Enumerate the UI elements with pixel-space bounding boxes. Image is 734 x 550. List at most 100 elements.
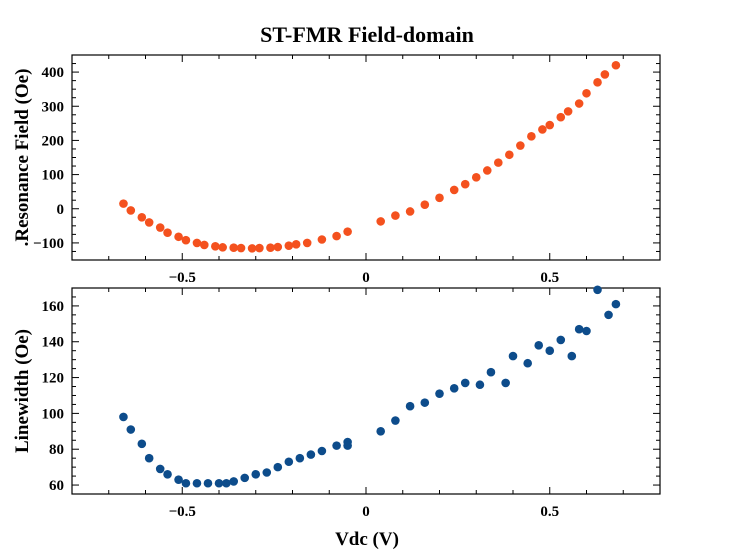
linewidth-point	[317, 446, 327, 456]
linewidth-point	[163, 469, 172, 479]
resonance-point	[137, 212, 147, 222]
resonance-point	[494, 158, 503, 167]
linewidth-point	[306, 450, 316, 459]
resonance-point	[538, 125, 547, 134]
resonance-point	[284, 241, 294, 250]
resonance-point	[471, 173, 481, 182]
resonance-point	[229, 243, 238, 252]
resonance-point	[343, 227, 352, 236]
resonance-point	[291, 239, 301, 249]
resonance-point	[273, 242, 283, 252]
linewidth-frame	[71, 287, 661, 495]
linewidth-y-axis-label: Linewidth (Oe)	[12, 329, 33, 453]
linewidth-x-tick-label: 0	[362, 504, 370, 520]
resonance-y-tick-label: −100	[33, 236, 64, 252]
resonance-y-tick-label: 300	[42, 99, 65, 115]
resonance-point	[126, 206, 136, 215]
linewidth-point	[582, 326, 591, 336]
linewidth-point	[556, 335, 566, 345]
resonance-point	[255, 243, 264, 253]
linewidth-x-tick-label: 0.5	[540, 504, 559, 520]
resonance-point	[302, 238, 312, 248]
linewidth-x-tick-label: −0.5	[169, 504, 196, 520]
linewidth-point	[567, 351, 577, 361]
linewidth-y-tick-label: 100	[42, 406, 65, 422]
linewidth-point	[222, 478, 231, 488]
resonance-point	[376, 217, 386, 226]
x-axis-label: Vdc (V)	[335, 529, 399, 550]
resonance-point	[593, 78, 602, 87]
resonance-point	[391, 211, 400, 220]
resonance-point	[119, 199, 128, 208]
linewidth-point	[181, 478, 191, 488]
resonance-point	[563, 107, 573, 116]
linewidth-point	[486, 367, 496, 377]
resonance-point	[545, 120, 555, 130]
resonance-point	[317, 235, 327, 244]
linewidth-y-tick-label: 120	[42, 371, 65, 387]
linewidth-point	[203, 478, 213, 488]
linewidth-point	[119, 412, 128, 422]
resonance-point	[181, 235, 191, 245]
linewidth-point	[435, 389, 444, 398]
linewidth-point	[273, 462, 283, 472]
linewidth-point	[343, 441, 352, 450]
linewidth-y-tick-label: 160	[42, 299, 65, 315]
resonance-point	[516, 141, 525, 150]
resonance-point	[449, 185, 459, 195]
resonance-point	[218, 243, 227, 252]
linewidth-point	[137, 439, 147, 449]
resonance-point	[582, 88, 591, 98]
linewidth-point	[144, 453, 154, 463]
resonance-point	[174, 232, 183, 242]
resonance-point	[420, 200, 430, 209]
linewidth-point	[240, 473, 250, 483]
linewidth-point	[611, 299, 621, 309]
resonance-point	[236, 243, 246, 253]
resonance-point	[247, 244, 257, 253]
linewidth-point	[501, 378, 510, 388]
linewidth-point	[475, 380, 485, 390]
resonance-y-tick-label: 200	[42, 133, 65, 149]
linewidth-point	[420, 398, 430, 407]
linewidth-point	[295, 453, 305, 463]
linewidth-point	[449, 384, 459, 393]
resonance-point	[144, 218, 154, 227]
resonance-point	[163, 228, 172, 237]
linewidth-point	[460, 378, 470, 388]
resonance-point	[435, 193, 444, 203]
resonance-point	[505, 150, 514, 160]
linewidth-point	[574, 324, 584, 334]
resonance-point	[556, 112, 566, 122]
resonance-point	[527, 132, 536, 141]
linewidth-point	[545, 346, 555, 355]
linewidth-point	[604, 310, 613, 320]
resonance-x-tick-label: −0.5	[169, 270, 196, 286]
linewidth-point	[214, 478, 224, 488]
resonance-point	[482, 166, 492, 175]
linewidth-point	[593, 285, 602, 295]
chart-title: ST-FMR Field-domain	[260, 22, 474, 47]
resonance-point	[332, 231, 341, 241]
linewidth-point	[262, 468, 272, 477]
linewidth-point	[229, 477, 238, 486]
linewidth-point	[192, 478, 202, 488]
resonance-point	[574, 99, 584, 108]
resonance-point	[611, 60, 621, 70]
linewidth-point	[376, 427, 386, 436]
linewidth-point	[174, 475, 183, 484]
linewidth-y-tick-label: 140	[42, 335, 65, 351]
linewidth-point	[251, 469, 261, 479]
linewidth-point	[391, 416, 400, 425]
linewidth-point	[405, 401, 415, 411]
linewidth-point	[523, 358, 532, 368]
resonance-point	[460, 179, 470, 189]
linewidth-y-tick-label: 60	[49, 478, 64, 494]
resonance-y-tick-label: 0	[57, 202, 65, 218]
resonance-point	[155, 223, 165, 232]
linewidth-y-tick-label: 80	[49, 442, 64, 458]
linewidth-point	[126, 425, 136, 434]
resonance-point	[200, 240, 209, 250]
